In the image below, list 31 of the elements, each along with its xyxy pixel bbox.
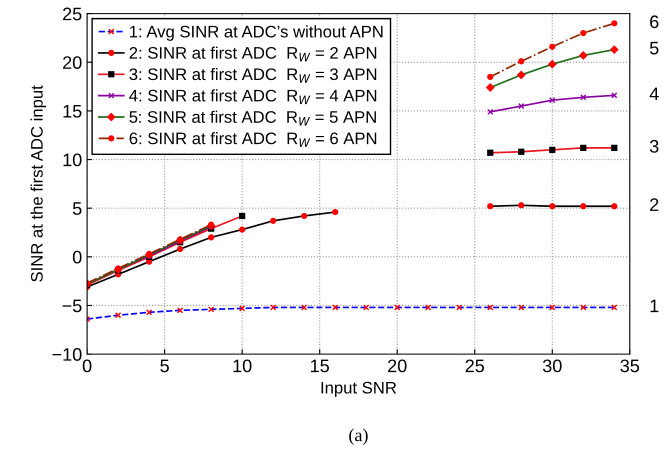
text: 4 <box>650 88 659 100</box>
legend-label: 5: SINR at first ADC R$_{W}$ = 5 APN <box>129 110 376 126</box>
legend-label: 1: Avg SINR at ADC’s without APN <box>130 25 382 41</box>
y-tick-label: 0 <box>72 250 82 264</box>
text: 6 <box>650 15 658 28</box>
x-tick-label: 25 <box>466 359 484 372</box>
y-tick-label: −5 <box>62 300 82 312</box>
y-tick-label: 10 <box>64 153 82 166</box>
y-tick-label: 20 <box>63 56 82 69</box>
x-tick-label: 5 <box>160 360 169 372</box>
text: 2 <box>650 198 658 211</box>
legend-label: 4: SINR at first ADC R$_{W}$ = 4 APN <box>129 89 376 104</box>
text: 5 <box>650 42 658 54</box>
x-tick-label: 35 <box>620 359 640 372</box>
legend-label: 3: SINR at first ADC R$_{W}$ = 3 APN <box>129 68 376 83</box>
y-axis-title: SINR at the first ADC input <box>30 85 46 282</box>
x-tick-label: 30 <box>542 359 562 372</box>
x-axis-title: Input SNR <box>322 382 396 397</box>
text: 1 <box>650 300 658 312</box>
legend-label: 2: SINR at first ADC R$_{W}$ = 2 APN <box>130 46 376 62</box>
x-tick-label: 20 <box>388 359 407 372</box>
x-tick-label: 0 <box>82 359 92 372</box>
x-tick-label: 10 <box>233 359 252 372</box>
y-tick-label: 15 <box>64 105 82 118</box>
y-tick-label: 25 <box>63 8 82 20</box>
x-tick-label: 15 <box>311 360 329 372</box>
y-tick-label: 5 <box>72 202 82 215</box>
y-tick-label: −10 <box>52 348 82 361</box>
text: 3 <box>650 140 658 153</box>
text: (a) <box>349 428 368 445</box>
legend-label: 6: SINR at first ADC R$_{W}$ = 6 APN <box>130 132 376 147</box>
